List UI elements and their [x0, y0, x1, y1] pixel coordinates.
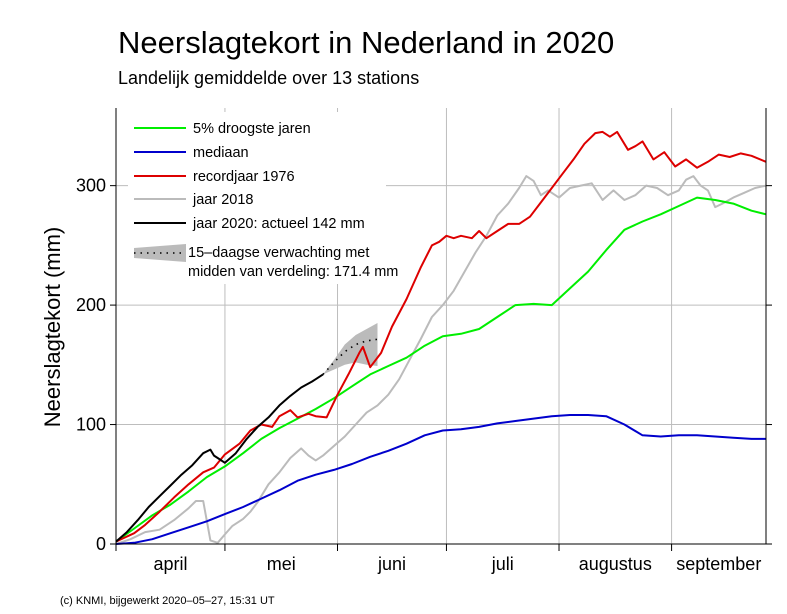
xtick-label-juli: juli	[491, 554, 514, 574]
tick-labels: 0 100 200 300 april mei juni juli augustus septem…	[76, 176, 761, 574]
axes	[110, 108, 772, 551]
legend-label-4: jaar 2020: actueel 142 mm	[192, 216, 365, 232]
series-line-jaar-2018	[115, 175, 767, 545]
xtick-label-juni: juni	[377, 554, 406, 574]
ytick-label-100: 100	[76, 415, 106, 435]
legend-forecast-label-1: 15–daagse verwachting met	[188, 245, 369, 261]
legend-label-3: jaar 2018	[192, 192, 253, 208]
forecast-band-layer	[322, 323, 378, 375]
series-lines	[115, 130, 767, 545]
chart-subtitle: Landelijk gemiddelde over 13 stations	[118, 68, 419, 88]
chart-title: Neerslagtekort in Nederland in 2020	[118, 25, 614, 60]
series-line-mediaan	[115, 414, 766, 545]
legend-label-0: 5% droogste jaren	[193, 121, 311, 137]
xtick-label-mei: mei	[267, 554, 296, 574]
xtick-label-augustus: augustus	[579, 554, 652, 574]
series-line-jaar-2020-actueel-142-mm	[115, 373, 324, 543]
legend-forecast-label-2: midden van verdeling: 171.4 mm	[188, 264, 398, 280]
forecast-band	[323, 323, 378, 375]
forecast-mid-line	[322, 338, 378, 375]
legend-label-2: recordjaar 1976	[193, 169, 295, 185]
xtick-label-april: april	[153, 554, 187, 574]
ytick-label-300: 300	[76, 176, 106, 196]
ytick-label-0: 0	[96, 534, 106, 554]
legend: 5% droogste jaren mediaan recordjaar 1976 j…	[128, 112, 398, 284]
ytick-label-200: 200	[76, 295, 106, 315]
series-line-recordjaar-1976	[115, 130, 767, 543]
legend-label-1: mediaan	[193, 145, 249, 161]
xtick-label-september: september	[676, 554, 761, 574]
series-line-5-droogste-jaren	[115, 196, 767, 543]
y-axis-label: Neerslagtekort (mm)	[40, 227, 65, 427]
footer-credit: (c) KNMI, bijgewerkt 2020–05–27, 15:31 U…	[60, 595, 275, 607]
